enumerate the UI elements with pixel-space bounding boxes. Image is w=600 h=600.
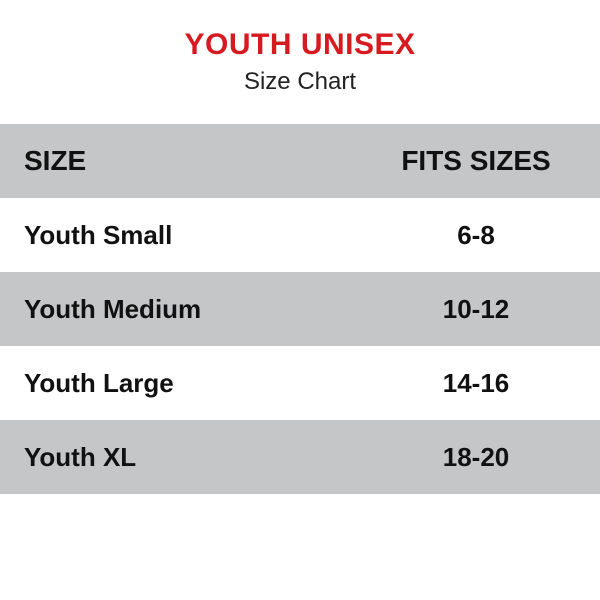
table-row: Youth XL 18-20 [0,420,600,494]
cell-fits: 10-12 [376,294,576,325]
table-row: Youth Large 14-16 [0,346,600,420]
table-row: Youth Small 6-8 [0,198,600,272]
table-header-row: SIZE FITS SIZES [0,124,600,198]
cell-size: Youth Medium [24,294,376,325]
cell-size: Youth XL [24,442,376,473]
cell-fits: 6-8 [376,220,576,251]
col-header-size: SIZE [24,145,376,177]
chart-header: YOUTH UNISEX Size Chart [0,0,600,124]
cell-size: Youth Large [24,368,376,399]
cell-size: Youth Small [24,220,376,251]
chart-subtitle: Size Chart [0,68,600,96]
table-row: Youth Medium 10-12 [0,272,600,346]
size-table: SIZE FITS SIZES Youth Small 6-8 Youth Me… [0,124,600,494]
col-header-fits: FITS SIZES [376,145,576,177]
chart-title: YOUTH UNISEX [0,28,600,62]
cell-fits: 18-20 [376,442,576,473]
size-chart: YOUTH UNISEX Size Chart SIZE FITS SIZES … [0,0,600,600]
cell-fits: 14-16 [376,368,576,399]
